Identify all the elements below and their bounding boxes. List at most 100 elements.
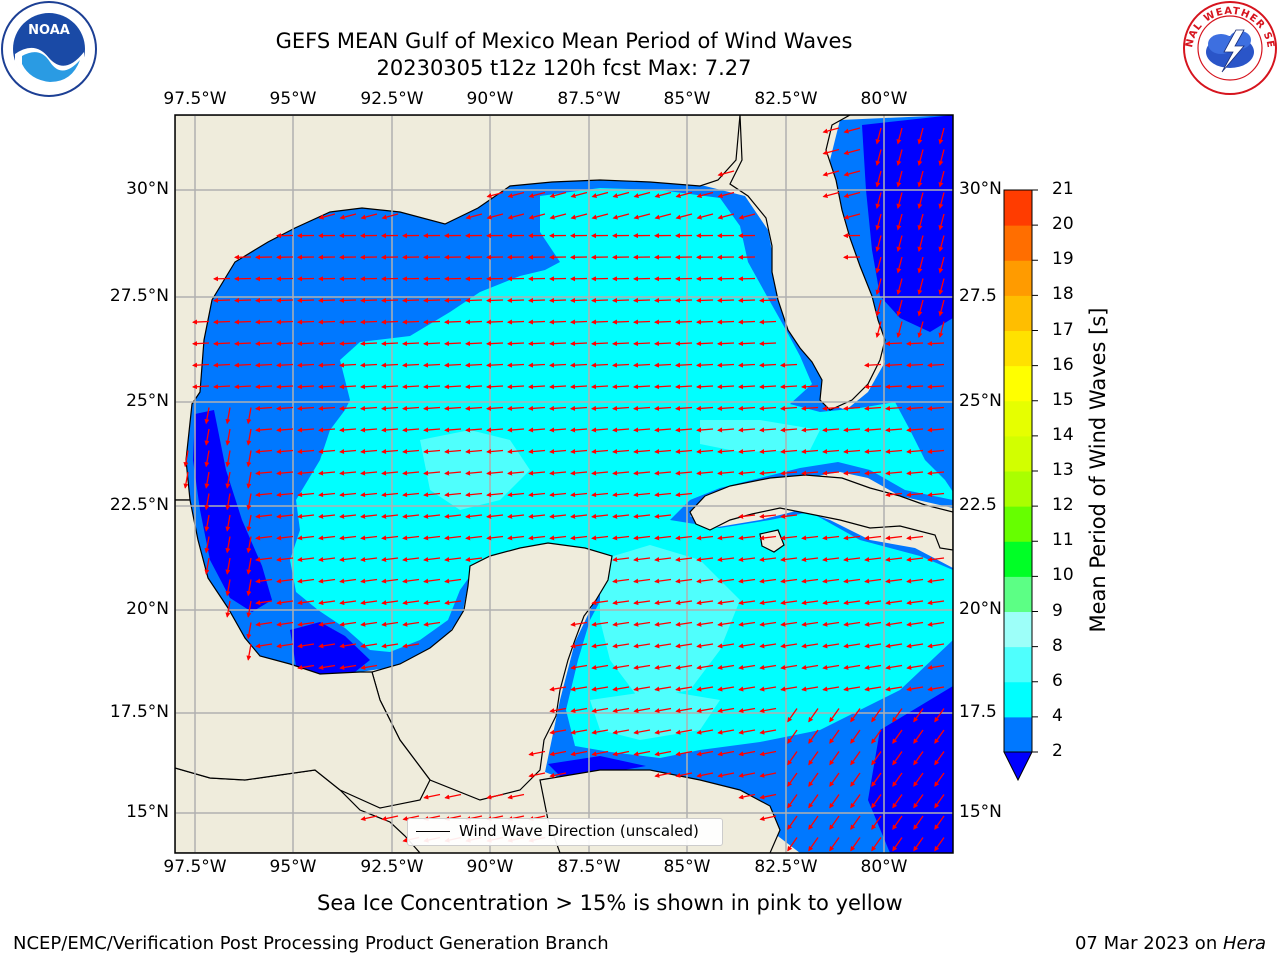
wind-wave-arrow (717, 470, 735, 476)
wind-wave-arrow (654, 621, 672, 627)
wind-wave-arrow (612, 297, 630, 303)
wind-wave-arrow (507, 793, 525, 800)
wind-wave-arrow (633, 319, 651, 325)
wind-wave-arrow (780, 600, 798, 606)
wind-wave-arrow (276, 492, 294, 498)
wind-wave-arrow (843, 557, 861, 562)
wind-wave-arrow (402, 578, 420, 584)
wind-wave-arrow (570, 362, 588, 368)
wind-wave-arrow (486, 405, 504, 411)
wind-wave-arrow (276, 578, 294, 584)
wind-wave-arrow (850, 708, 861, 723)
wind-wave-arrow (318, 213, 336, 220)
wind-wave-arrow (381, 427, 399, 433)
wind-wave-arrow (871, 815, 882, 830)
wind-wave-arrow (486, 492, 504, 498)
wind-wave-arrow (654, 664, 672, 670)
wind-wave-arrow (885, 470, 903, 476)
wind-wave-arrow (906, 341, 924, 347)
wind-wave-arrow (318, 470, 336, 476)
wind-wave-arrows (183, 127, 945, 852)
wind-wave-arrow (675, 557, 693, 562)
lon-label-bottom: 90°W (466, 857, 514, 877)
sea-ice-note: Sea Ice Concentration > 15% is shown in … (317, 891, 903, 915)
wind-wave-arrow (654, 319, 672, 325)
wind-wave-arrow (507, 191, 525, 198)
wind-wave-arrow (934, 751, 945, 766)
wind-wave-arrow (528, 384, 546, 390)
wind-wave-arrow (255, 513, 273, 519)
wind-wave-arrow (570, 492, 588, 498)
wind-wave-arrow (633, 405, 651, 411)
wind-wave-arrow (875, 213, 882, 231)
wind-wave-arrow (402, 470, 420, 476)
wind-wave-arrow (696, 213, 714, 220)
wind-wave-arrow (612, 729, 630, 735)
wind-wave-arrow (717, 729, 735, 735)
wind-wave-arrow (843, 600, 861, 606)
wind-wave-arrow (738, 297, 756, 303)
wind-wave-arrow (843, 686, 861, 692)
wind-wave-arrow (633, 362, 651, 368)
wind-wave-arrow (192, 319, 210, 325)
wind-wave-arrow (906, 470, 924, 476)
wind-wave-arrow (246, 536, 252, 554)
wind-wave-arrow (696, 362, 714, 368)
wind-wave-arrow (654, 362, 672, 368)
wind-wave-arrow (297, 341, 315, 347)
wind-wave-arrow (633, 557, 651, 562)
wind-wave-arrow (255, 643, 273, 649)
wind-wave-arrow (917, 192, 924, 209)
wind-wave-arrow (654, 449, 672, 455)
wind-wave-arrow (591, 621, 609, 627)
lon-label-top: 97.5°W (163, 89, 227, 109)
wind-wave-arrow (738, 750, 756, 757)
wind-wave-arrow (591, 341, 609, 347)
wind-wave-arrow (507, 297, 525, 303)
wind-wave-arrow (507, 449, 525, 455)
wind-wave-arrow (612, 513, 630, 519)
noaa-logo: NOAA (1, 1, 97, 97)
wind-wave-arrow (360, 513, 378, 519)
wind-wave-arrow (906, 686, 924, 692)
wind-wave-arrow (759, 449, 777, 455)
wind-wave-arrow (225, 450, 231, 468)
wind-wave-arrow (612, 535, 630, 541)
wind-wave-arrow (717, 643, 735, 649)
wind-wave-arrow (759, 643, 777, 649)
wind-wave-arrow (675, 297, 693, 303)
wind-wave-arrow (360, 557, 378, 562)
wind-wave-arrow (444, 557, 462, 562)
wind-wave-arrow (738, 643, 756, 649)
wind-wave-arrow (612, 319, 630, 325)
wind-wave-arrow (423, 535, 441, 541)
lat-label-right: 15°N (959, 802, 1002, 822)
wind-wave-arrow (875, 127, 882, 145)
wind-wave-arrow (465, 341, 483, 347)
wind-wave-arrow (507, 427, 525, 433)
wind-wave-arrow (360, 600, 378, 606)
wind-wave-arrow (633, 600, 651, 606)
wind-wave-arrow (843, 621, 861, 627)
wind-wave-arrow (938, 321, 945, 338)
wind-wave-arrow (717, 427, 735, 433)
colorbar-segment (1004, 541, 1032, 577)
wind-wave-arrow (892, 837, 903, 852)
wind-wave-arrow (255, 492, 273, 498)
wind-wave-arrow (486, 449, 504, 455)
wind-wave-arrow (654, 405, 672, 411)
wind-wave-arrow (892, 708, 903, 723)
wind-wave-arrow (787, 708, 798, 723)
wind-wave-arrow (570, 470, 588, 476)
wind-wave-arrow (213, 297, 231, 303)
wind-wave-arrow (381, 578, 399, 584)
wind-wave-arrow (696, 405, 714, 411)
wind-wave-arrow (570, 384, 588, 390)
wind-wave-arrow (339, 578, 357, 584)
wind-wave-arrow (675, 600, 693, 606)
wind-wave-arrow (927, 470, 945, 476)
wind-wave-arrow (738, 664, 756, 670)
wind-wave-arrow (360, 449, 378, 455)
wind-wave-arrow (885, 427, 903, 433)
wind-wave-arrow (633, 384, 651, 390)
